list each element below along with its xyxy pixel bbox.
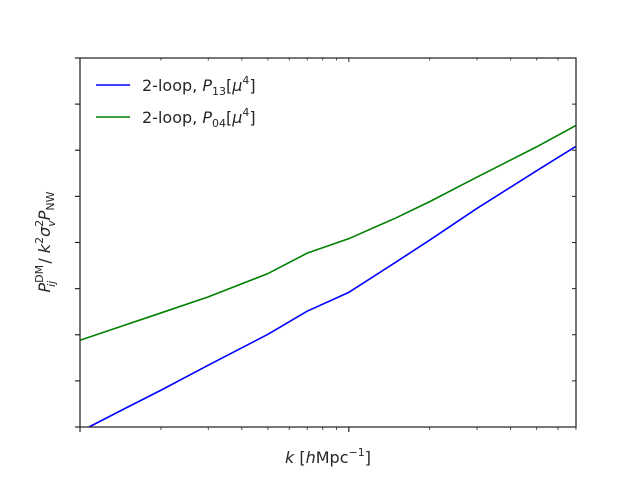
series-line-p04 (79, 124, 577, 342)
series-lines (79, 124, 577, 428)
legend: 2-loop, P13[μ4] 2-loop, P04[μ4] (96, 74, 256, 130)
x-axis-label: k [hMpc−1] (285, 446, 371, 467)
axis-ticks (75, 57, 577, 432)
y-axis-label: PDMij / k2σ2vPNW (33, 191, 58, 292)
legend-label-p04: 2-loop, P04[μ4] (142, 106, 256, 130)
series-line-p13 (88, 145, 577, 428)
legend-label-p13: 2-loop, P13[μ4] (142, 74, 256, 98)
plot-frame (79, 57, 577, 428)
